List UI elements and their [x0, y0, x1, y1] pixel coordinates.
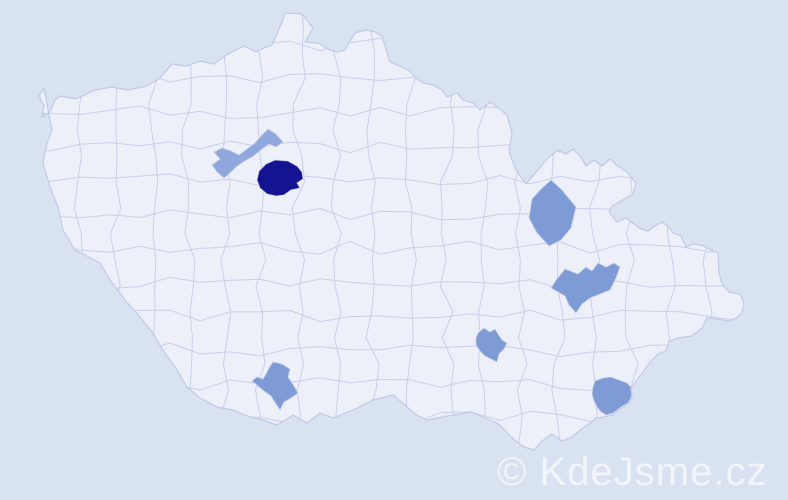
district-highlight-4[interactable]: [550, 262, 621, 314]
highlighted-districts: [211, 128, 633, 416]
district-highlight-6[interactable]: [251, 361, 299, 411]
country-shape: [38, 13, 744, 450]
district-highlight-7[interactable]: [591, 376, 633, 416]
district-highlight-1[interactable]: [211, 128, 284, 179]
district-highlight-5[interactable]: [475, 327, 508, 363]
district-highlight-2[interactable]: [256, 159, 304, 197]
district-highlight-3[interactable]: [528, 179, 577, 247]
country-outline: [37, 12, 745, 451]
